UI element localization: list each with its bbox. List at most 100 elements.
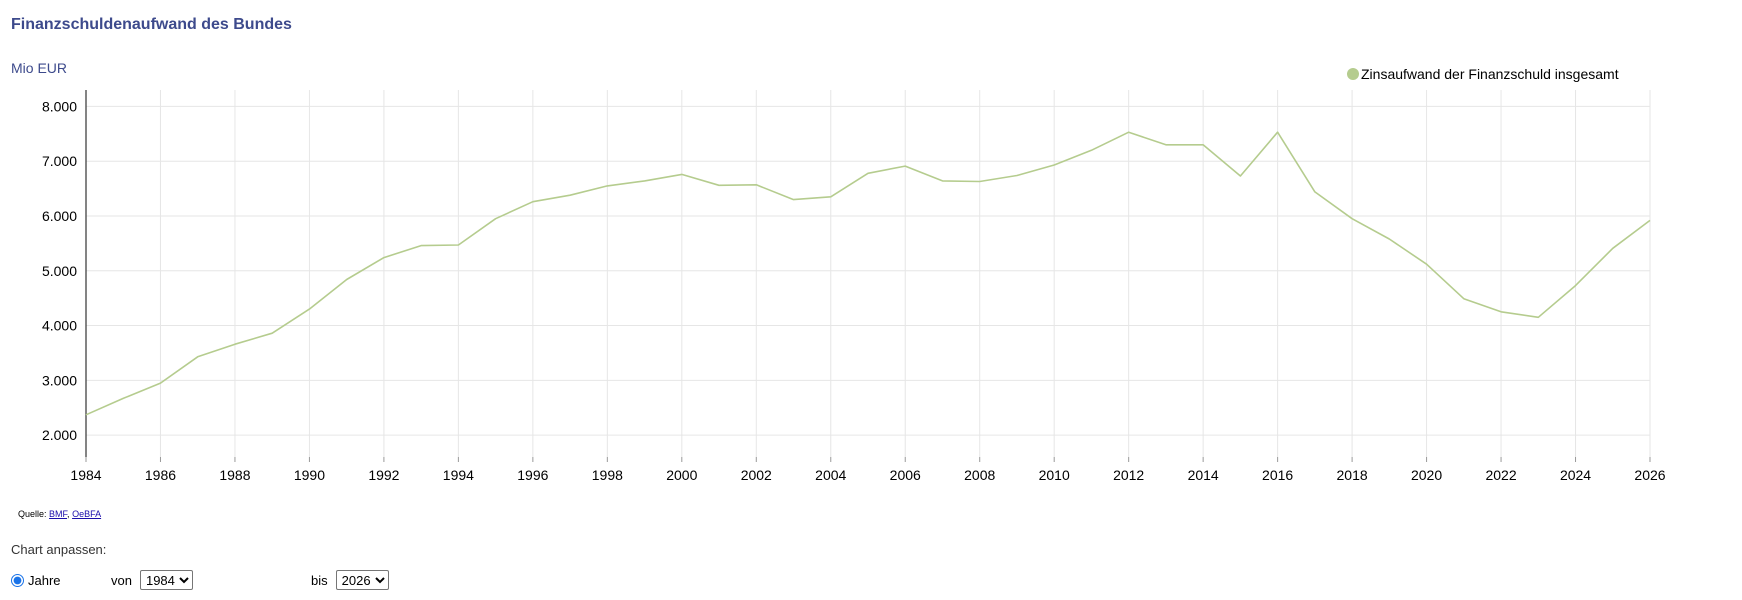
data-point[interactable] [1459, 294, 1469, 304]
line-chart: 2.000 3.000 4.000 5.000 6.000 7.000 8.000 1984… [42, 66, 1666, 483]
y-tick-label: 6.000 [42, 208, 77, 224]
data-point[interactable] [1571, 281, 1581, 291]
data-point[interactable] [1273, 127, 1283, 137]
data-point[interactable] [1198, 140, 1208, 150]
source-separator: , [67, 509, 70, 519]
series-line [85, 131, 1651, 416]
data-point[interactable] [900, 161, 910, 171]
x-tick-label: 1986 [145, 467, 176, 483]
data-point[interactable] [342, 275, 352, 285]
years-radio[interactable] [11, 573, 24, 587]
data-point[interactable] [81, 410, 91, 420]
x-tick-label: 1988 [219, 467, 250, 483]
source-link-bmf[interactable]: BMF [49, 509, 68, 519]
legend: Zinsaufwand der Finanzschuld insgesamt [1347, 66, 1619, 82]
years-radio-option[interactable]: Jahre [11, 569, 61, 591]
data-point[interactable] [565, 190, 575, 200]
data-point[interactable] [155, 378, 165, 388]
data-point[interactable] [789, 195, 799, 205]
data-point[interactable] [1422, 259, 1432, 269]
data-point[interactable] [1086, 145, 1096, 155]
data-point[interactable] [1124, 127, 1134, 137]
data-point[interactable] [863, 168, 873, 178]
data-point[interactable] [1384, 234, 1394, 244]
y-tick-label: 8.000 [42, 98, 77, 114]
data-point[interactable] [714, 180, 724, 190]
x-tick-label: 1994 [443, 467, 474, 483]
data-point[interactable] [230, 339, 240, 349]
x-tick-label: 1998 [592, 467, 623, 483]
x-tick-label: 1984 [70, 467, 101, 483]
x-tick-label: 1990 [294, 467, 325, 483]
legend-label: Zinsaufwand der Finanzschuld insgesamt [1361, 66, 1619, 82]
data-point[interactable] [937, 176, 947, 186]
data-point[interactable] [1235, 171, 1245, 181]
data-point[interactable] [640, 176, 650, 186]
data-point[interactable] [1347, 214, 1357, 224]
x-tick-label: 2010 [1039, 467, 1070, 483]
data-point[interactable] [491, 214, 501, 224]
x-tick-label: 2020 [1411, 467, 1442, 483]
data-point[interactable] [677, 169, 687, 179]
data-point[interactable] [379, 253, 389, 263]
data-point[interactable] [528, 197, 538, 207]
x-tick-label: 2018 [1337, 467, 1368, 483]
data-point[interactable] [1049, 160, 1059, 170]
data-point[interactable] [267, 328, 277, 338]
x-tick-label: 2006 [890, 467, 921, 483]
x-tick-label: 1992 [368, 467, 399, 483]
to-year-select[interactable]: 2026 [335, 570, 389, 590]
to-label: bis [311, 572, 328, 588]
data-point[interactable] [826, 192, 836, 202]
data-point[interactable] [193, 352, 203, 362]
x-tick-label: 2000 [666, 467, 697, 483]
legend-marker [1347, 68, 1359, 80]
data-point[interactable] [751, 180, 761, 190]
x-tick-label: 2022 [1485, 467, 1516, 483]
to-group: bis 2026 [311, 569, 389, 591]
from-group: von 1984 [111, 569, 193, 591]
series-lines [81, 127, 1655, 420]
y-axis-unit-label: Mio EUR [11, 60, 68, 76]
data-point[interactable] [975, 176, 985, 186]
y-tick-label: 3.000 [42, 372, 77, 388]
page-title: Finanzschuldenaufwand des Bundes [11, 16, 292, 33]
x-tick-label: 2016 [1262, 467, 1293, 483]
source-link-oebfa[interactable]: OeBFA [72, 509, 102, 519]
y-tick-label: 5.000 [42, 263, 77, 279]
grid-lines [85, 90, 1651, 457]
y-tick-label: 7.000 [42, 153, 77, 169]
data-point[interactable] [1533, 312, 1543, 322]
from-label: von [111, 572, 132, 588]
data-point[interactable] [416, 241, 426, 251]
x-tick-label: 2008 [964, 467, 995, 483]
x-tick-label: 2014 [1188, 467, 1219, 483]
data-point[interactable] [1161, 140, 1171, 150]
axes [85, 90, 1651, 462]
data-point[interactable] [1310, 187, 1320, 197]
x-tick-label: 1996 [517, 467, 548, 483]
from-year-select[interactable]: 1984 [139, 570, 193, 590]
x-tick-label: 2024 [1560, 467, 1591, 483]
x-tick-label: 2026 [1634, 467, 1665, 483]
years-radio-label: Jahre [28, 572, 61, 588]
data-point[interactable] [453, 240, 463, 250]
y-tick-label: 4.000 [42, 318, 77, 334]
data-point[interactable] [1645, 215, 1655, 225]
source-prefix: Quelle: [18, 509, 47, 519]
data-point[interactable] [1608, 243, 1618, 253]
data-point[interactable] [118, 393, 128, 403]
source-line: Quelle: BMF, OeBFA [18, 509, 101, 519]
y-tick-labels: 2.000 3.000 4.000 5.000 6.000 7.000 8.000 [42, 98, 77, 443]
y-tick-label: 2.000 [42, 427, 77, 443]
x-tick-label: 2004 [815, 467, 846, 483]
data-point[interactable] [1012, 170, 1022, 180]
data-point[interactable] [1496, 307, 1506, 317]
x-tick-label: 2002 [741, 467, 772, 483]
data-point[interactable] [602, 181, 612, 191]
x-tick-label: 2012 [1113, 467, 1144, 483]
customize-chart-label: Chart anpassen: [11, 542, 107, 557]
data-point[interactable] [304, 304, 314, 314]
x-tick-labels: 1984 1986 1988 1990 1992 1994 1996 1998 2000 2002… [70, 467, 1665, 483]
year-range-controls: Jahre von 1984 bis 2026 [11, 569, 571, 591]
